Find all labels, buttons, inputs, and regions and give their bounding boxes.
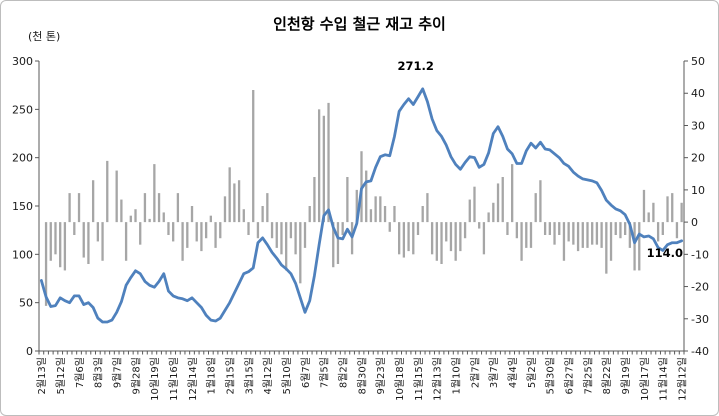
chart-title: 인천항 수입 철근 재고 추이 <box>273 15 446 33</box>
y-left-tick-label: 50 <box>19 297 33 310</box>
x-tick-label: 9월19일 <box>620 357 632 395</box>
x-tick-label: 8월30일 <box>356 357 368 395</box>
x-tick-label: 1월10일 <box>451 357 463 395</box>
y-right-tick-label: 40 <box>691 87 705 100</box>
x-tick-label: 11월16일 <box>168 357 180 401</box>
x-tick-label: 6월7일 <box>300 357 312 388</box>
y-left-tick-label: 300 <box>12 55 33 68</box>
y-axis-right: 50 40 30 20 10 0 -10 -20 -30 -40 <box>683 55 709 358</box>
left-axis-unit-label: (천 톤) <box>28 30 61 43</box>
y-left-tick-label: 150 <box>12 200 33 213</box>
last-value-annotation: 114.0 <box>646 245 683 260</box>
peak-value-annotation: 271.2 <box>397 58 434 73</box>
x-tick-label: 2월15일 <box>225 357 237 395</box>
x-tick-label: 10월19일 <box>149 357 161 401</box>
y-right-tick-label: 10 <box>691 184 705 197</box>
x-tick-label: 10월17일 <box>639 357 651 401</box>
y-left-tick-label: 0 <box>26 345 33 358</box>
x-tick-label: 5월30일 <box>545 357 557 395</box>
x-tick-label: 5월2일 <box>526 357 538 388</box>
x-tick-label: 8월3일 <box>93 357 105 388</box>
x-tick-label: 3월7일 <box>488 357 500 388</box>
y-axis-left: 300 250 200 150 100 50 0 <box>12 55 40 358</box>
x-tick-label: 4월12일 <box>262 357 274 395</box>
x-tick-label: 2월13일 <box>36 357 48 395</box>
x-tick-label: 2월7일 <box>469 357 481 388</box>
x-tick-label: 9월7일 <box>112 357 124 388</box>
y-right-tick-label: -10 <box>691 248 709 261</box>
x-tick-label: 8월22일 <box>601 357 613 395</box>
y-right-tick-label: -40 <box>691 345 709 358</box>
y-right-tick-label: -20 <box>691 281 709 294</box>
y-right-tick-label: 0 <box>691 216 698 229</box>
x-tick-label: 7월5일 <box>319 357 331 388</box>
x-tick-label: 9월28일 <box>130 357 142 395</box>
x-tick-label: 1월18일 <box>206 357 218 395</box>
x-tick-label: 12월12일 <box>676 357 688 401</box>
y-left-tick-label: 100 <box>12 248 33 261</box>
x-tick-label: 5월10일 <box>281 357 293 395</box>
x-tick-label: 3월15일 <box>243 357 255 395</box>
x-tick-label: 7월6일 <box>74 357 86 388</box>
x-tick-label: 11월15일 <box>413 357 425 401</box>
x-tick-label: 8월2일 <box>338 357 350 388</box>
y-left-tick-label: 250 <box>12 103 33 116</box>
x-tick-label: 4월4일 <box>507 357 519 388</box>
y-right-tick-label: -30 <box>691 313 709 326</box>
x-axis: 2월13일 5월12일 7월6일 8월3일 9월7일 9월28일 10월19일 11월16일 1… <box>36 350 688 401</box>
y-right-tick-label: 20 <box>691 152 705 165</box>
x-tick-label: 11월14일 <box>658 357 670 401</box>
y-right-tick-label: 50 <box>691 55 705 68</box>
x-tick-label: 9월23일 <box>375 357 387 395</box>
x-tick-label: 6월27일 <box>564 357 576 395</box>
y-right-tick-label: 30 <box>691 119 705 132</box>
x-tick-label: 7월25일 <box>582 357 594 395</box>
bar-series <box>44 90 683 306</box>
x-tick-label: 12월14일 <box>187 357 199 401</box>
line-series <box>39 87 684 324</box>
x-tick-label: 12월13일 <box>432 357 444 401</box>
x-tick-label: 10월18일 <box>394 357 406 401</box>
x-tick-label: 5월12일 <box>55 357 67 395</box>
y-left-tick-label: 200 <box>12 152 33 165</box>
